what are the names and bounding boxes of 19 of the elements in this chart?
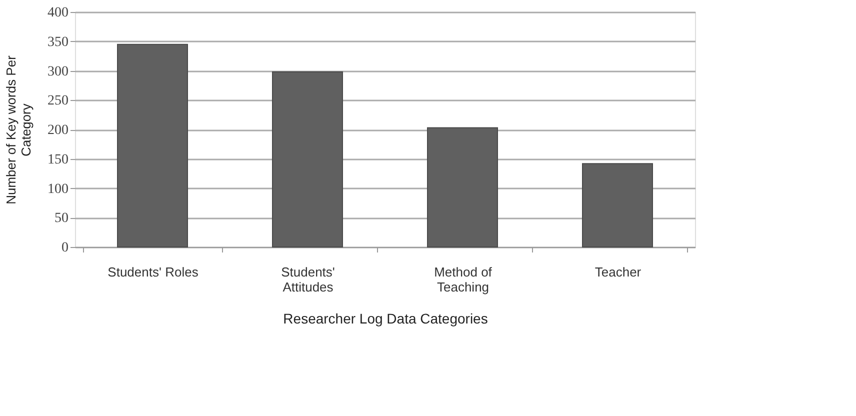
y-tick-label: 350 [48,34,68,50]
x-tick-label: Students' Attitudes [281,264,335,294]
y-tick-label: 0 [62,240,68,256]
y-tick-label: 300 [48,64,68,80]
y-tick-label: 400 [48,6,68,20]
y-tick-label: 250 [48,94,68,109]
y-tick-label: 200 [48,123,68,138]
bar [582,163,653,248]
y-tick-label: 50 [54,211,68,226]
x-tick-label: Students' Roles [108,264,199,280]
bar [427,127,498,248]
bar [117,44,188,248]
y-axis-title: Number of Key words Per Category [4,54,34,204]
y-tick-label: 100 [48,182,68,197]
x-tick-label: Method of Teaching [434,264,492,294]
x-axis-title: Researcher Log Data Categories [283,310,488,326]
bar [272,71,343,248]
x-tick-label: Teacher [594,264,642,280]
y-tick-label: 150 [48,152,68,168]
